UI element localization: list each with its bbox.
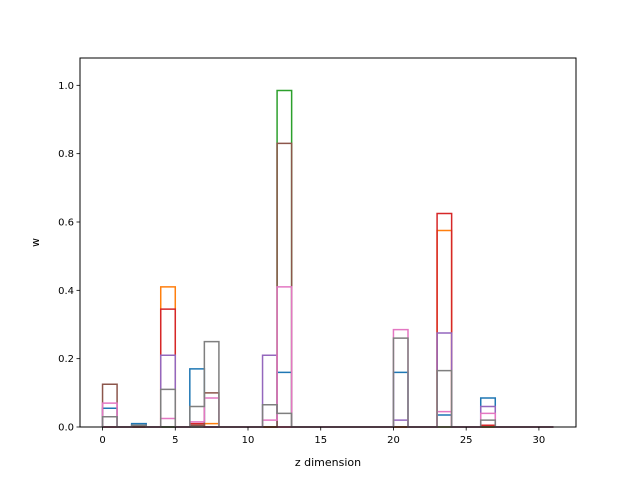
x-tick-label: 15	[314, 435, 327, 446]
x-tick-label: 5	[172, 435, 178, 446]
y-tick-label: 0.2	[58, 354, 74, 365]
x-tick-label: 30	[533, 435, 546, 446]
x-axis-label: z dimension	[295, 456, 361, 469]
y-tick-label: 0.6	[58, 218, 74, 229]
axes-frame	[79, 57, 577, 428]
y-tick-label: 1.0	[58, 81, 74, 92]
y-tick-label: 0.8	[58, 149, 74, 160]
x-axis: 0 5 10 15 20 25 30	[99, 427, 545, 446]
x-tick-label: 0	[99, 435, 105, 446]
x-tick-label: 20	[387, 435, 400, 446]
y-tick-label: 0.4	[58, 286, 74, 297]
y-tick-label: 0.0	[58, 423, 74, 434]
x-tick-label: 10	[242, 435, 255, 446]
x-tick-label: 25	[460, 435, 473, 446]
y-axis: 0.0 0.2 0.4 0.6 0.8 1.0	[58, 81, 80, 434]
y-axis-label: w	[29, 238, 42, 247]
